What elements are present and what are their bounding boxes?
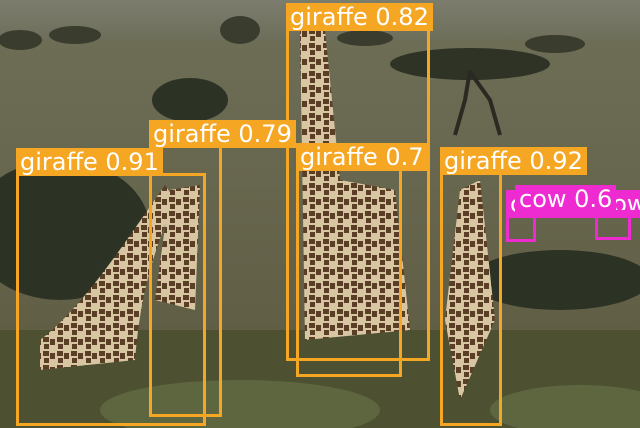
detection-label: giraffe 0.92 [440, 147, 587, 175]
detection-label: giraffe 0.91 [16, 148, 163, 176]
detection-label: giraffe 0.79 [149, 120, 296, 148]
giraffe-detection-box: giraffe 0.7 [296, 143, 428, 377]
acacia-tree [390, 48, 550, 136]
detection-label: giraffe 0.82 [286, 3, 433, 31]
detection-label: giraffe 0.7 [296, 143, 428, 171]
detection-label: cow 0.6 [515, 185, 617, 213]
cow-detection-box: cow 0.6 [506, 190, 608, 242]
distant-bushes [0, 16, 585, 53]
giraffe-detection-box: giraffe 0.82 [286, 3, 433, 361]
giraffe-detection-box: giraffe 0.91 [16, 148, 206, 426]
giraffe-detection-box: giraffe 0.92 [440, 147, 587, 426]
giraffe-detection-box: giraffe 0.79 [149, 120, 296, 417]
cow-detection-box: cow 0.6 [595, 190, 640, 240]
cow-detection-box: cow 0.6 [515, 185, 640, 216]
giraffe-shapes [40, 30, 495, 400]
